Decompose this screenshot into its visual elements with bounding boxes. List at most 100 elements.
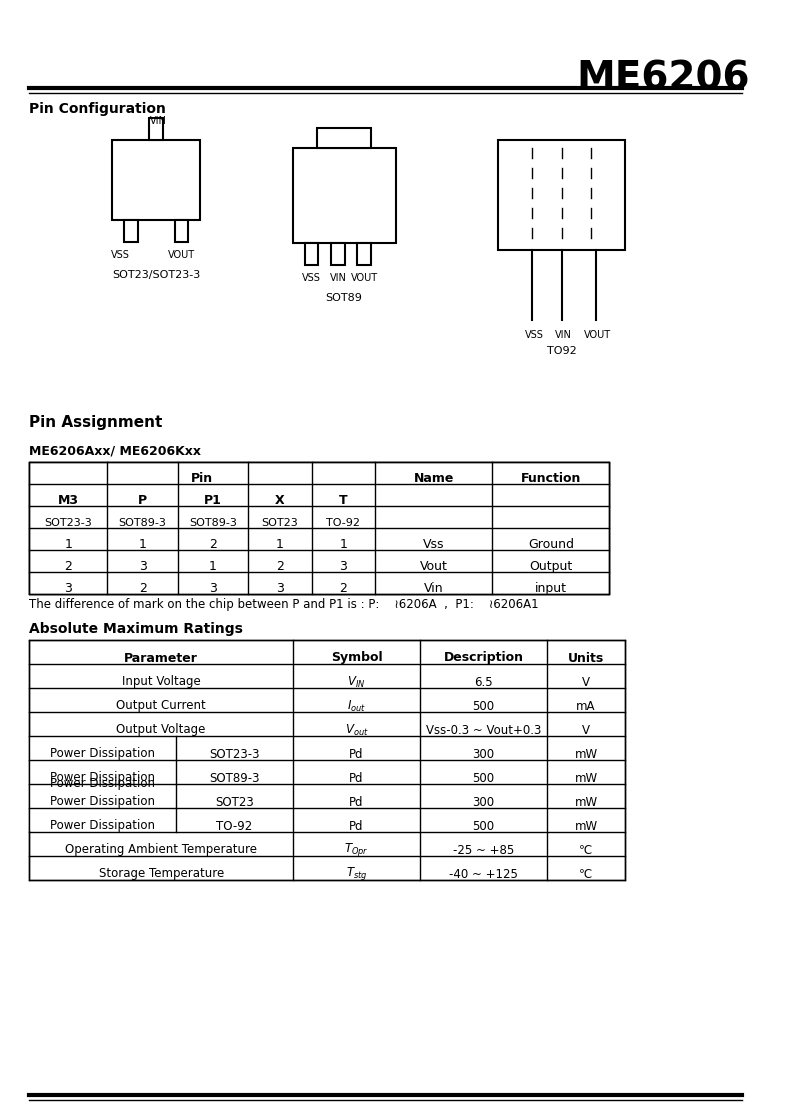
Text: $V_{out}$: $V_{out}$ <box>344 722 368 738</box>
Text: 500: 500 <box>472 700 495 712</box>
Text: 300: 300 <box>472 796 495 808</box>
Text: 2: 2 <box>138 582 146 595</box>
Text: P1: P1 <box>204 494 222 506</box>
Text: Operating Ambient Temperature: Operating Ambient Temperature <box>65 843 257 856</box>
Bar <box>293 148 396 243</box>
Text: ME6206Axx/ ME6206Kxx: ME6206Axx/ ME6206Kxx <box>29 445 201 458</box>
Text: Vin: Vin <box>423 582 443 595</box>
Text: Pin Assignment: Pin Assignment <box>29 415 163 430</box>
Text: SOT23-3: SOT23-3 <box>209 748 260 760</box>
Text: VIN: VIN <box>150 116 167 126</box>
Text: VIN: VIN <box>555 330 572 340</box>
Text: M3: M3 <box>58 494 79 506</box>
Text: 2: 2 <box>209 538 216 551</box>
Text: VOUT: VOUT <box>168 250 195 260</box>
Text: T: T <box>339 494 348 506</box>
Text: 3: 3 <box>276 582 284 595</box>
Text: Output Current: Output Current <box>116 700 206 712</box>
Text: SOT89-3: SOT89-3 <box>209 771 260 785</box>
Text: Description: Description <box>443 652 524 664</box>
Text: Power Dissipation: Power Dissipation <box>50 819 155 833</box>
Bar <box>357 243 371 265</box>
Text: P: P <box>138 494 147 506</box>
Text: SOT23-3: SOT23-3 <box>44 518 92 528</box>
Text: Output: Output <box>529 560 573 574</box>
Bar <box>112 140 200 220</box>
Text: Units: Units <box>568 652 604 664</box>
Text: 3: 3 <box>209 582 216 595</box>
Text: mW: mW <box>574 748 597 760</box>
Text: Pin: Pin <box>191 472 213 485</box>
Text: $T_{stg}$: $T_{stg}$ <box>346 865 367 882</box>
Text: TO-92: TO-92 <box>216 819 253 833</box>
Text: VIN: VIN <box>329 273 346 283</box>
Text: Storage Temperature: Storage Temperature <box>99 868 224 881</box>
Text: 1: 1 <box>276 538 284 551</box>
Text: ℃: ℃ <box>579 868 592 881</box>
Text: SOT89-3: SOT89-3 <box>189 518 237 528</box>
Text: -40 ~ +125: -40 ~ +125 <box>449 868 518 881</box>
Text: 2: 2 <box>340 582 348 595</box>
Text: VOUT: VOUT <box>351 273 378 283</box>
Text: SOT89: SOT89 <box>325 293 362 303</box>
Text: 1: 1 <box>138 538 146 551</box>
Text: $I_{out}$: $I_{out}$ <box>347 699 366 713</box>
Text: X: X <box>275 494 284 506</box>
Text: Power Dissipation: Power Dissipation <box>50 777 155 790</box>
Text: 2: 2 <box>276 560 284 574</box>
Bar <box>305 243 318 265</box>
Bar <box>331 243 344 265</box>
Text: -25 ~ +85: -25 ~ +85 <box>453 843 514 856</box>
Text: mA: mA <box>576 700 596 712</box>
Bar <box>318 127 371 148</box>
Text: 2: 2 <box>65 560 73 574</box>
Text: Power Dissipation: Power Dissipation <box>50 796 155 808</box>
Bar <box>498 140 625 250</box>
Text: Vss-0.3 ~ Vout+0.3: Vss-0.3 ~ Vout+0.3 <box>426 723 541 737</box>
Text: Power Dissipation: Power Dissipation <box>50 748 155 760</box>
Text: VOUT: VOUT <box>584 330 611 340</box>
Text: 3: 3 <box>340 560 348 574</box>
Text: ME6206: ME6206 <box>576 60 750 98</box>
Text: SOT23: SOT23 <box>215 796 254 808</box>
Text: 1: 1 <box>340 538 348 551</box>
Text: V: V <box>582 723 590 737</box>
Text: Pd: Pd <box>349 819 363 833</box>
Text: $T_{Opr}$: $T_{Opr}$ <box>344 842 369 859</box>
Bar <box>29 639 625 880</box>
Text: Absolute Maximum Ratings: Absolute Maximum Ratings <box>29 622 243 636</box>
Text: VSS: VSS <box>525 330 544 340</box>
Text: ℃: ℃ <box>579 843 592 856</box>
Text: Power Dissipation: Power Dissipation <box>50 771 155 785</box>
Text: VSS: VSS <box>111 250 130 260</box>
Text: SOT23/SOT23-3: SOT23/SOT23-3 <box>112 271 201 280</box>
Text: input: input <box>535 582 566 595</box>
Text: The difference of mark on the chip between P and P1 is : P:    ≀6206A  ,  P1:   : The difference of mark on the chip betwe… <box>29 598 539 612</box>
Bar <box>30 737 175 831</box>
Text: 1: 1 <box>209 560 216 574</box>
Text: 6.5: 6.5 <box>474 675 493 689</box>
Bar <box>175 220 189 241</box>
Bar <box>149 119 163 140</box>
Text: Pd: Pd <box>349 748 363 760</box>
Bar <box>124 220 137 241</box>
Bar <box>29 462 609 594</box>
Text: Ground: Ground <box>528 538 574 551</box>
Text: 500: 500 <box>472 771 495 785</box>
Text: 1: 1 <box>65 538 73 551</box>
Text: VSS: VSS <box>302 273 321 283</box>
Text: 3: 3 <box>65 582 73 595</box>
Text: Name: Name <box>413 472 453 485</box>
Text: Symbol: Symbol <box>331 652 382 664</box>
Text: SOT89-3: SOT89-3 <box>118 518 167 528</box>
Text: V: V <box>582 675 590 689</box>
Text: Function: Function <box>521 472 581 485</box>
Text: TO92: TO92 <box>547 345 577 356</box>
Text: Pin Configuration: Pin Configuration <box>29 102 166 116</box>
Text: $V_{IN}$: $V_{IN}$ <box>348 674 366 690</box>
Text: 3: 3 <box>138 560 146 574</box>
Text: Input Voltage: Input Voltage <box>122 675 201 689</box>
Text: Vss: Vss <box>423 538 444 551</box>
Text: Pd: Pd <box>349 771 363 785</box>
Bar <box>29 462 609 594</box>
